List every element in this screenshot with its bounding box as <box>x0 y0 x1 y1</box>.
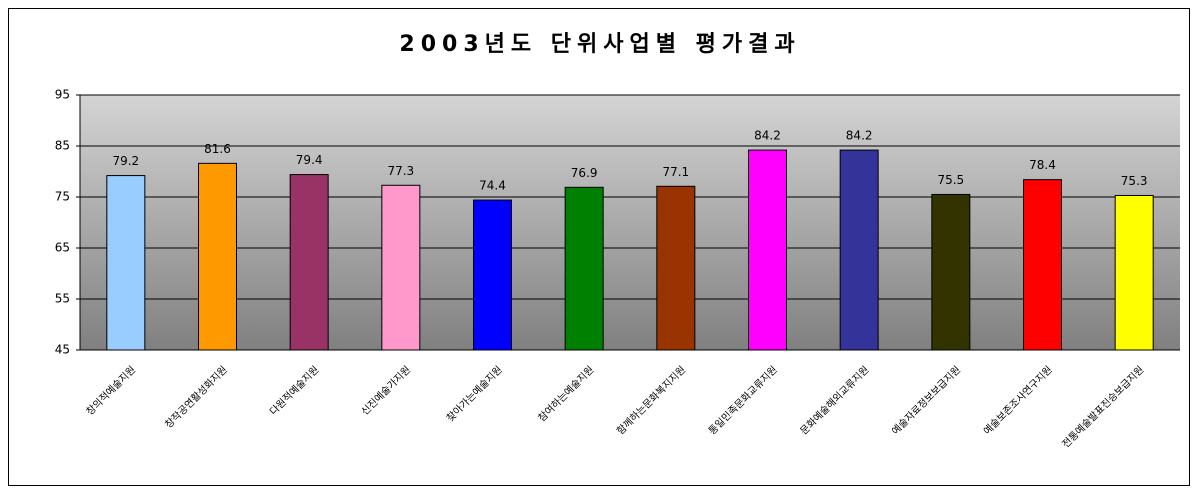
value-label: 78.4 <box>1029 158 1056 172</box>
value-label: 84.2 <box>754 129 781 143</box>
bar <box>1023 179 1062 351</box>
value-label: 75.3 <box>1121 174 1148 188</box>
value-label: 76.9 <box>571 166 598 180</box>
bar <box>1114 194 1154 351</box>
y-tick-label: 55 <box>55 292 70 306</box>
bar <box>198 162 237 351</box>
bar <box>473 199 512 351</box>
value-label: 79.2 <box>112 154 139 168</box>
y-tick-label: 85 <box>55 139 70 153</box>
bar <box>839 149 879 351</box>
value-label: 77.1 <box>662 165 689 179</box>
value-label: 74.4 <box>479 179 506 193</box>
y-tick-label: 95 <box>55 88 70 102</box>
value-label: 84.2 <box>846 129 873 143</box>
value-label: 81.6 <box>204 142 231 156</box>
chart-title: 2003년도 단위사업별 평가결과 <box>399 32 800 57</box>
bar <box>931 193 971 351</box>
bar <box>106 175 146 351</box>
bar <box>381 184 421 351</box>
bar <box>748 149 787 351</box>
bar <box>289 174 329 351</box>
plot-area <box>80 95 1180 350</box>
y-tick-label: 75 <box>55 190 70 204</box>
value-label: 77.3 <box>387 164 414 178</box>
y-tick-label: 45 <box>55 343 70 357</box>
bar <box>564 186 604 351</box>
value-label: 79.4 <box>296 153 323 167</box>
bar <box>656 185 696 351</box>
y-tick-label: 65 <box>55 241 70 255</box>
value-label: 75.5 <box>937 173 964 187</box>
